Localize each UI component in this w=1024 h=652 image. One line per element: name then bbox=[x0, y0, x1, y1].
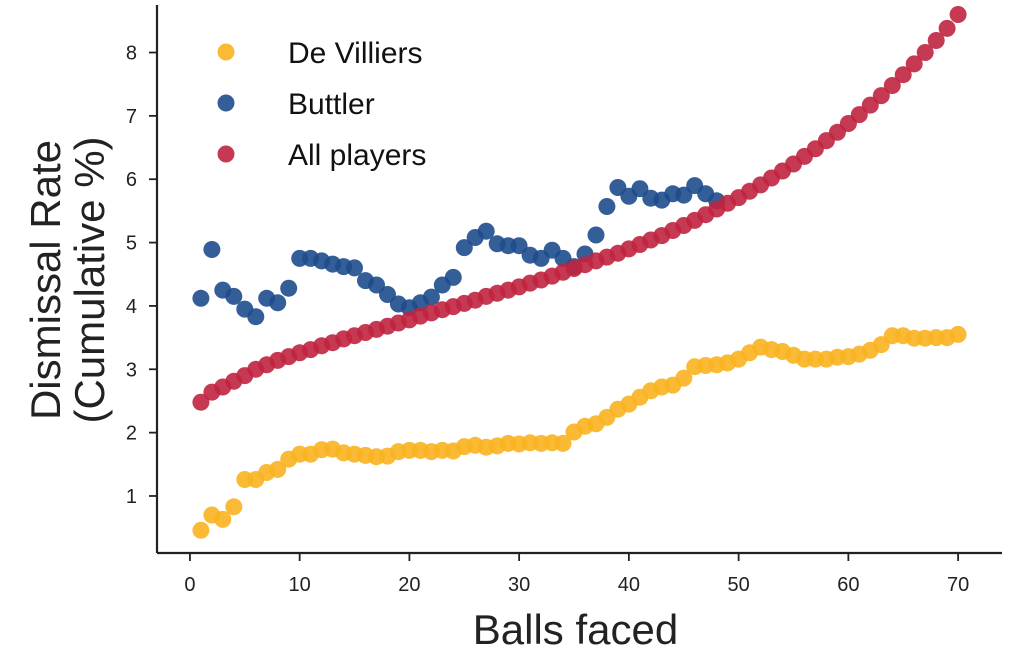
legend: De Villiers Buttler All players bbox=[217, 37, 426, 172]
y-tick-label: 3 bbox=[126, 359, 137, 381]
legend-label-de-villiers: De Villiers bbox=[288, 37, 423, 70]
buttler-point bbox=[422, 288, 440, 306]
buttler-point bbox=[203, 241, 221, 258]
all-players-point bbox=[850, 106, 868, 124]
y-tick-label: 1 bbox=[126, 486, 137, 508]
y-tick-label: 7 bbox=[126, 106, 137, 128]
buttler-point bbox=[598, 198, 616, 215]
data-points bbox=[192, 6, 967, 539]
legend-label-buttler: Buttler bbox=[288, 88, 375, 121]
de-villiers-point bbox=[225, 498, 243, 516]
all-players-point bbox=[861, 96, 879, 114]
all-players-point bbox=[883, 77, 901, 94]
legend-marker-buttler bbox=[217, 94, 235, 112]
de-villiers-point bbox=[214, 510, 232, 528]
all-players-point bbox=[905, 55, 923, 73]
buttler-point bbox=[444, 268, 462, 286]
legend-label-all-players: All players bbox=[288, 139, 426, 172]
buttler-point bbox=[368, 276, 385, 294]
legend-marker-de-villiers bbox=[217, 43, 235, 61]
buttler-point bbox=[225, 287, 243, 305]
de-villiers-point bbox=[269, 460, 287, 478]
buttler-point bbox=[455, 239, 473, 257]
all-players-point bbox=[927, 32, 945, 49]
y-tick-label: 4 bbox=[126, 296, 137, 318]
x-tick-label: 10 bbox=[289, 574, 311, 596]
all-players-point bbox=[949, 6, 967, 23]
x-tick-label: 40 bbox=[618, 574, 640, 596]
x-axis-title: Balls faced bbox=[473, 606, 678, 652]
axes: 0 10 20 30 40 50 60 70 1 2 3 4 5 6 7 8 bbox=[126, 5, 1002, 596]
buttler-point bbox=[587, 226, 605, 244]
all-players-point bbox=[916, 44, 934, 61]
legend-marker-all-players bbox=[217, 145, 235, 163]
x-tick-label: 60 bbox=[837, 574, 859, 596]
buttler-point bbox=[477, 222, 495, 240]
x-tick-label: 30 bbox=[508, 574, 530, 596]
de-villiers-point bbox=[675, 369, 693, 387]
x-tick-label: 50 bbox=[727, 574, 749, 596]
y-tick-label: 8 bbox=[126, 43, 137, 65]
de-villiers-point bbox=[192, 521, 210, 539]
x-tick-label: 0 bbox=[184, 574, 195, 596]
all-players-point bbox=[938, 19, 956, 37]
de-villiers-point bbox=[554, 434, 572, 452]
buttler-point bbox=[346, 259, 363, 277]
x-tick-label: 70 bbox=[947, 574, 969, 596]
all-players-point bbox=[192, 393, 210, 411]
buttler-point bbox=[192, 289, 210, 307]
buttler-point bbox=[269, 294, 287, 312]
buttler-point bbox=[280, 279, 298, 297]
buttler-point bbox=[510, 237, 528, 255]
all-players-point bbox=[872, 87, 890, 105]
buttler-point bbox=[247, 308, 265, 326]
y-tick-label: 6 bbox=[126, 169, 137, 191]
y-tick-label: 2 bbox=[126, 423, 137, 445]
all-players-point bbox=[894, 66, 912, 84]
x-tick-label: 20 bbox=[398, 574, 420, 596]
de-villiers-point bbox=[949, 325, 967, 343]
y-axis-title-line-2: (Cumulative %) bbox=[66, 136, 113, 423]
y-tick-label: 5 bbox=[126, 233, 137, 255]
y-axis-title-line-1: Dismissal Rate bbox=[22, 140, 69, 420]
